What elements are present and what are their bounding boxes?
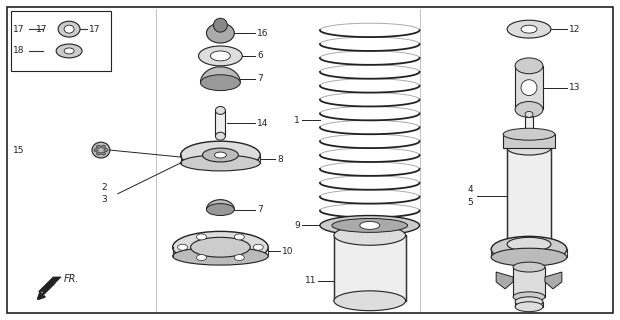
Ellipse shape <box>200 75 241 91</box>
Text: 8: 8 <box>277 155 283 164</box>
Ellipse shape <box>513 292 545 302</box>
Ellipse shape <box>92 142 110 158</box>
Ellipse shape <box>507 141 551 155</box>
Ellipse shape <box>104 148 108 152</box>
Text: 13: 13 <box>569 83 580 92</box>
Text: 9: 9 <box>294 221 300 230</box>
Ellipse shape <box>215 152 226 158</box>
Text: 6: 6 <box>257 52 263 60</box>
Text: 16: 16 <box>257 28 268 38</box>
Ellipse shape <box>491 236 567 262</box>
Bar <box>503 134 555 148</box>
Ellipse shape <box>190 237 250 257</box>
Ellipse shape <box>210 51 231 61</box>
Ellipse shape <box>515 58 543 74</box>
Ellipse shape <box>206 204 234 215</box>
Ellipse shape <box>215 132 226 140</box>
Bar <box>11 11 111 71</box>
Bar <box>513 267 545 297</box>
Ellipse shape <box>503 128 555 140</box>
Polygon shape <box>545 272 562 289</box>
Text: 7: 7 <box>257 74 263 83</box>
Text: 17: 17 <box>89 25 100 34</box>
Bar <box>515 66 543 109</box>
Ellipse shape <box>203 148 238 162</box>
Text: 11: 11 <box>304 276 316 285</box>
Text: 3: 3 <box>101 195 107 204</box>
Ellipse shape <box>320 215 420 235</box>
Text: 2: 2 <box>101 183 107 192</box>
Ellipse shape <box>97 145 100 148</box>
Ellipse shape <box>97 152 100 155</box>
Bar <box>215 110 226 136</box>
Ellipse shape <box>513 262 545 272</box>
Ellipse shape <box>332 219 407 232</box>
Ellipse shape <box>507 237 551 251</box>
Text: 7: 7 <box>257 205 263 214</box>
Text: FR.: FR. <box>64 274 79 284</box>
Ellipse shape <box>213 18 228 32</box>
Ellipse shape <box>253 244 264 250</box>
Text: 18: 18 <box>14 46 25 55</box>
Ellipse shape <box>198 46 242 66</box>
Ellipse shape <box>94 148 98 152</box>
Ellipse shape <box>525 111 533 117</box>
Ellipse shape <box>234 234 244 240</box>
Bar <box>515 302 543 307</box>
Ellipse shape <box>334 225 405 245</box>
Polygon shape <box>38 277 61 292</box>
Ellipse shape <box>515 101 543 117</box>
Ellipse shape <box>197 255 206 260</box>
Ellipse shape <box>180 155 260 171</box>
Ellipse shape <box>177 244 188 250</box>
Ellipse shape <box>58 21 80 37</box>
Text: 12: 12 <box>569 25 580 34</box>
Text: 17: 17 <box>36 25 48 34</box>
Ellipse shape <box>515 297 543 307</box>
Ellipse shape <box>334 291 405 311</box>
Ellipse shape <box>172 247 268 265</box>
Ellipse shape <box>172 231 268 263</box>
Ellipse shape <box>507 20 551 38</box>
Text: 10: 10 <box>282 247 294 256</box>
Ellipse shape <box>515 302 543 312</box>
Ellipse shape <box>521 25 537 33</box>
Ellipse shape <box>206 23 234 43</box>
Text: 17: 17 <box>14 25 25 34</box>
Ellipse shape <box>491 248 567 266</box>
Ellipse shape <box>56 44 82 58</box>
Bar <box>525 114 533 148</box>
Bar <box>334 235 405 301</box>
Ellipse shape <box>360 221 379 229</box>
Polygon shape <box>200 67 241 83</box>
Text: 5: 5 <box>467 198 473 207</box>
Ellipse shape <box>234 255 244 260</box>
Ellipse shape <box>215 107 226 114</box>
Ellipse shape <box>102 145 105 148</box>
Ellipse shape <box>521 80 537 96</box>
Polygon shape <box>206 200 234 210</box>
Text: 15: 15 <box>14 146 25 155</box>
Text: 14: 14 <box>257 119 268 128</box>
Ellipse shape <box>64 25 74 33</box>
Text: 1: 1 <box>294 116 300 125</box>
Ellipse shape <box>102 152 105 155</box>
Ellipse shape <box>64 48 74 54</box>
Bar <box>507 148 551 244</box>
Polygon shape <box>496 272 513 289</box>
Ellipse shape <box>180 141 260 169</box>
Text: 4: 4 <box>467 185 473 194</box>
Ellipse shape <box>197 234 206 240</box>
